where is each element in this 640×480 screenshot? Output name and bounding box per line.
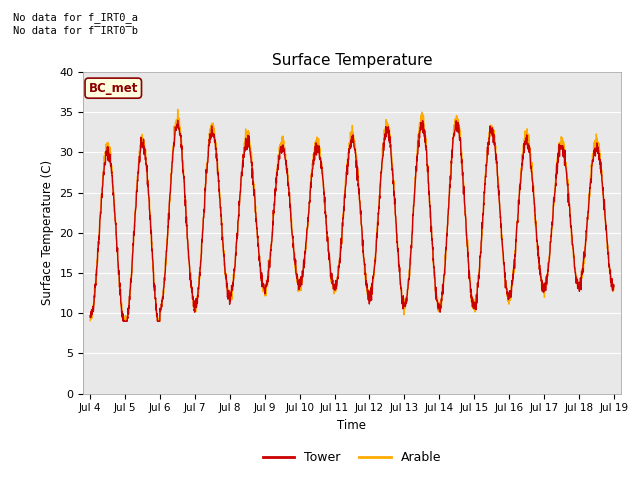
Legend: Tower, Arable: Tower, Arable xyxy=(258,446,446,469)
Text: BC_met: BC_met xyxy=(88,82,138,95)
Title: Surface Temperature: Surface Temperature xyxy=(272,53,432,68)
X-axis label: Time: Time xyxy=(337,419,367,432)
Text: No data for f̅IRT0̅b: No data for f̅IRT0̅b xyxy=(13,26,138,36)
Y-axis label: Surface Temperature (C): Surface Temperature (C) xyxy=(41,160,54,305)
Text: No data for f_IRT0_a: No data for f_IRT0_a xyxy=(13,12,138,23)
